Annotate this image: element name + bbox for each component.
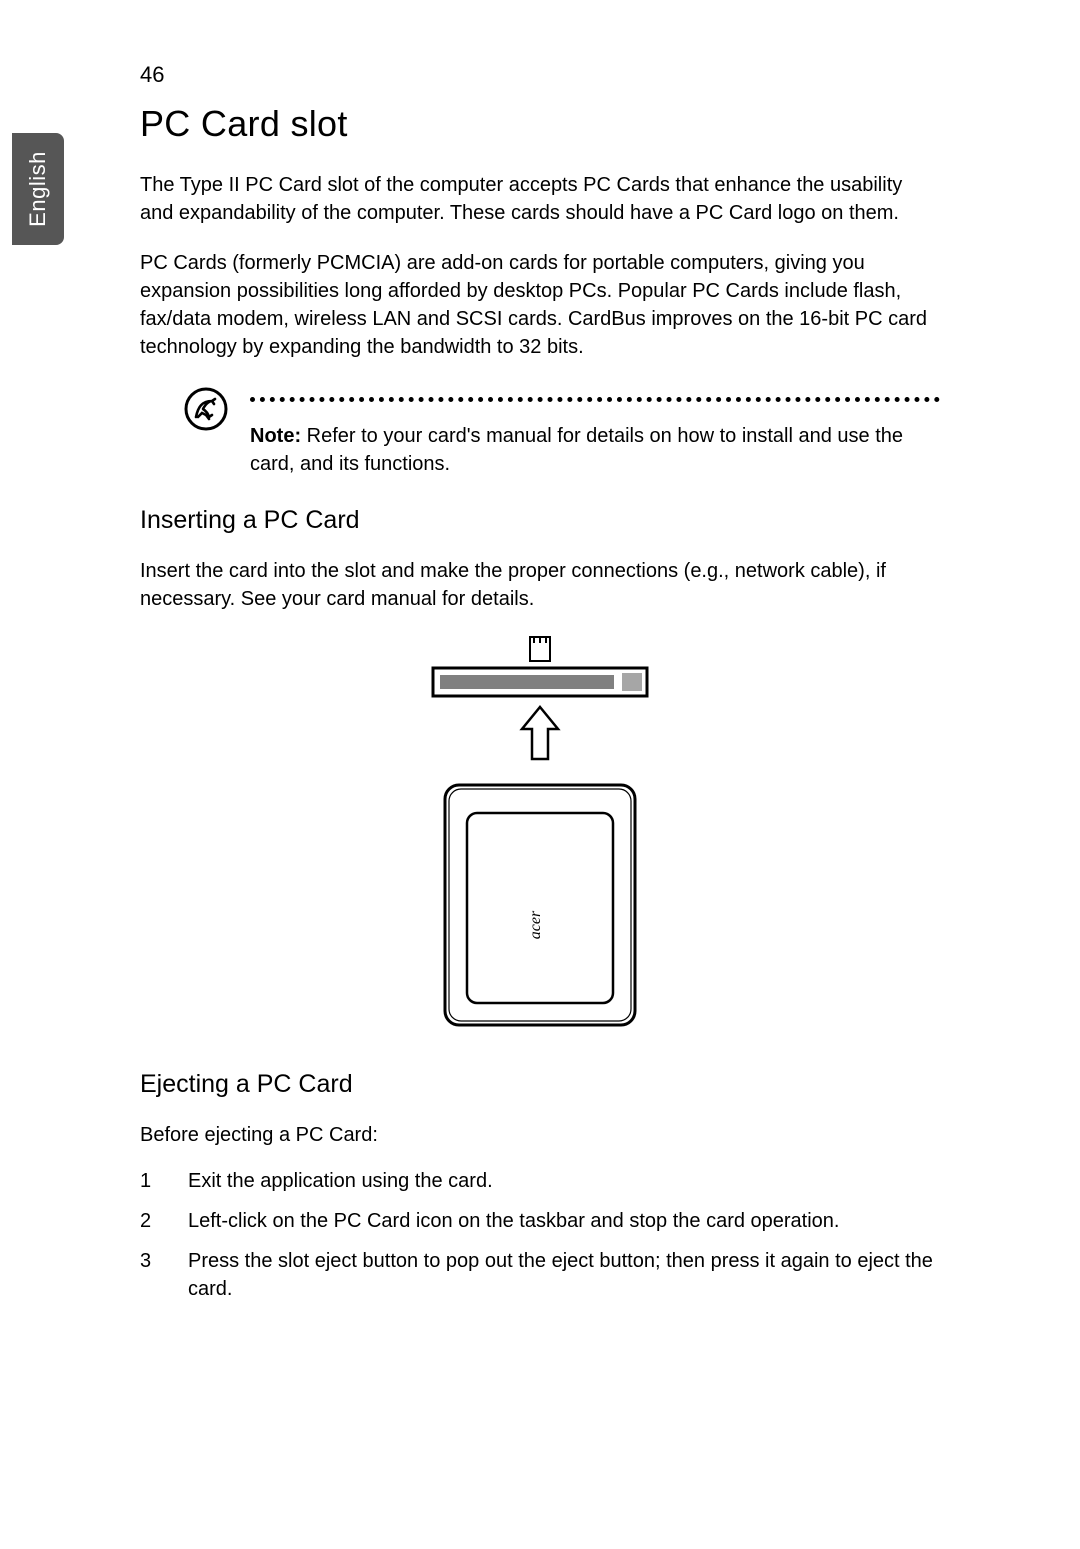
intro-paragraph-1: The Type II PC Card slot of the computer… [140, 171, 940, 227]
step-text: Left-click on the PC Card icon on the ta… [188, 1207, 940, 1235]
ejecting-steps: 1 Exit the application using the card. 2… [140, 1167, 940, 1303]
language-tab: English [12, 133, 64, 245]
card-brand-label: acer [527, 910, 544, 939]
note-body: Refer to your card's manual for details … [250, 425, 903, 475]
list-item: 1 Exit the application using the card. [140, 1167, 940, 1195]
manual-page: 46 English PC Card slot The Type II PC C… [0, 0, 1080, 1549]
ejecting-title: Ejecting a PC Card [140, 1070, 940, 1099]
note-divider [250, 397, 940, 402]
section-title: PC Card slot [140, 103, 940, 145]
note-label: Note: [250, 425, 301, 447]
note-text: Note: Refer to your card's manual for de… [250, 422, 940, 478]
ejecting-intro: Before ejecting a PC Card: [140, 1121, 940, 1149]
step-number: 2 [140, 1207, 160, 1235]
note-block: Note: Refer to your card's manual for de… [184, 383, 940, 478]
step-number: 3 [140, 1247, 160, 1303]
list-item: 2 Left-click on the PC Card icon on the … [140, 1207, 940, 1235]
note-icon [184, 383, 228, 436]
language-label: English [25, 151, 51, 227]
intro-paragraph-2: PC Cards (formerly PCMCIA) are add-on ca… [140, 249, 940, 361]
step-text: Press the slot eject button to pop out t… [188, 1247, 940, 1303]
inserting-text: Insert the card into the slot and make t… [140, 557, 940, 613]
step-text: Exit the application using the card. [188, 1167, 940, 1195]
inserting-title: Inserting a PC Card [140, 506, 940, 535]
list-item: 3 Press the slot eject button to pop out… [140, 1247, 940, 1303]
pc-card-figure: acer [140, 635, 940, 1040]
step-number: 1 [140, 1167, 160, 1195]
page-number: 46 [140, 62, 164, 88]
content-area: PC Card slot The Type II PC Card slot of… [140, 103, 940, 1315]
